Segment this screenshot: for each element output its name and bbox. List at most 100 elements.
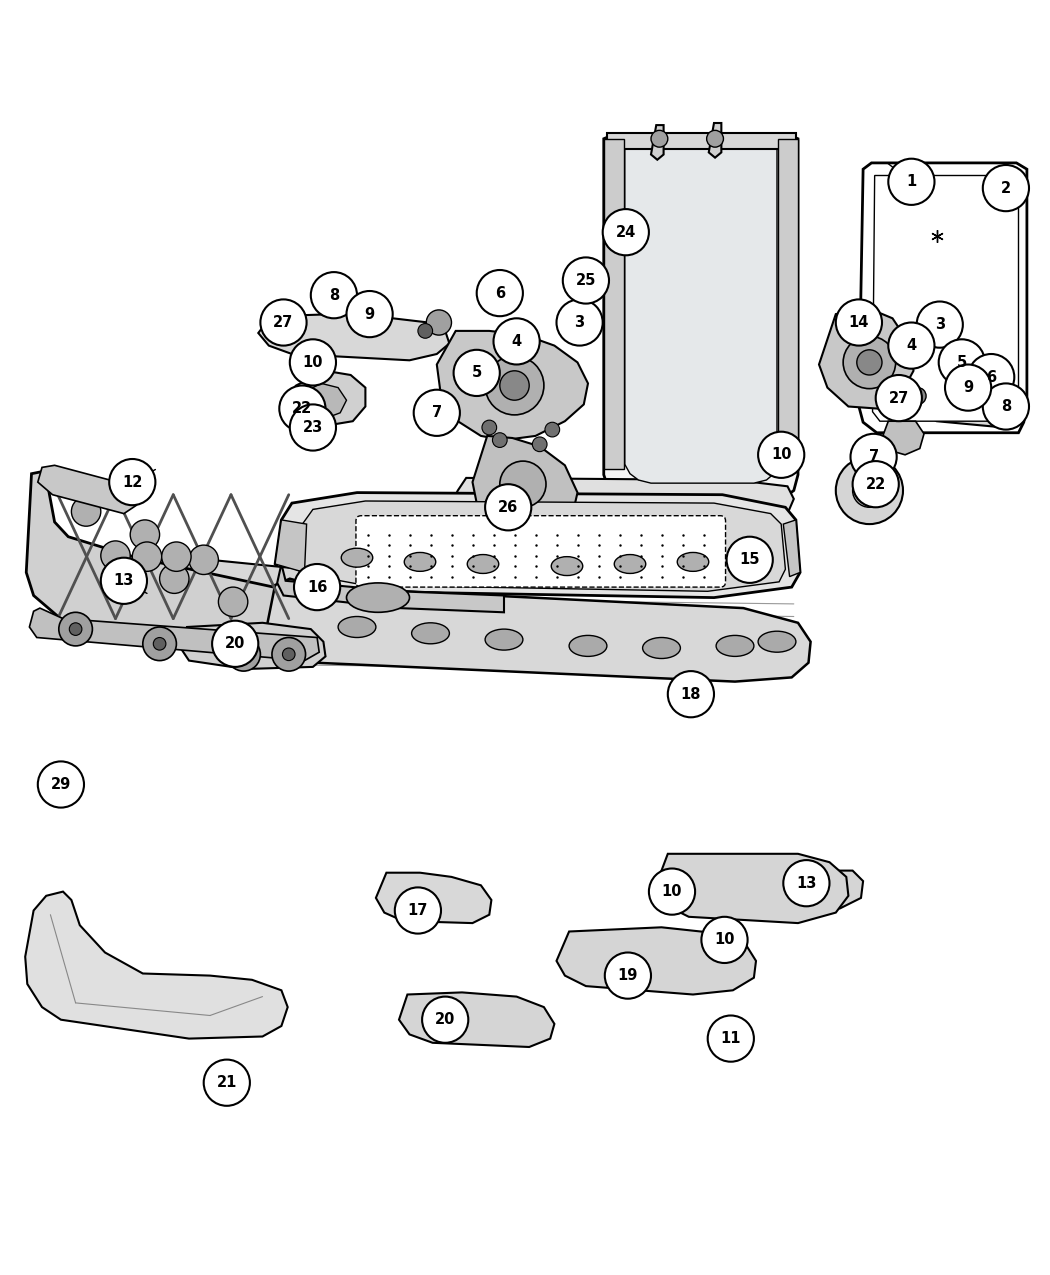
Circle shape: [500, 371, 529, 400]
Text: 21: 21: [216, 1075, 237, 1090]
Circle shape: [758, 432, 804, 478]
Circle shape: [857, 349, 882, 375]
Ellipse shape: [485, 629, 523, 650]
Polygon shape: [604, 139, 624, 469]
Circle shape: [485, 484, 531, 530]
Ellipse shape: [551, 557, 583, 575]
Text: 5: 5: [471, 366, 482, 380]
Ellipse shape: [341, 548, 373, 567]
Text: 27: 27: [273, 315, 294, 330]
Polygon shape: [655, 854, 848, 923]
Polygon shape: [659, 868, 838, 914]
Ellipse shape: [716, 635, 754, 657]
Text: 26: 26: [498, 500, 519, 515]
Text: 15: 15: [739, 552, 760, 567]
Text: 14: 14: [848, 315, 869, 330]
Circle shape: [260, 300, 307, 346]
Ellipse shape: [404, 552, 436, 571]
Circle shape: [556, 300, 603, 346]
Ellipse shape: [412, 622, 449, 644]
Circle shape: [227, 638, 260, 671]
Text: 22: 22: [292, 402, 313, 416]
Text: 10: 10: [714, 932, 735, 947]
Text: 8: 8: [1001, 399, 1011, 414]
Circle shape: [204, 1060, 250, 1105]
Polygon shape: [84, 560, 328, 629]
Text: 5: 5: [957, 354, 967, 370]
Polygon shape: [376, 872, 491, 923]
Ellipse shape: [346, 583, 410, 612]
Circle shape: [888, 158, 934, 205]
Circle shape: [727, 537, 773, 583]
Polygon shape: [298, 501, 785, 592]
Circle shape: [485, 356, 544, 414]
Ellipse shape: [643, 638, 680, 658]
Circle shape: [162, 542, 191, 571]
Circle shape: [853, 462, 899, 507]
Circle shape: [282, 648, 295, 660]
Polygon shape: [281, 371, 365, 427]
Text: 18: 18: [680, 687, 701, 701]
Text: 9: 9: [364, 306, 375, 321]
Polygon shape: [258, 314, 449, 361]
Circle shape: [290, 339, 336, 385]
Circle shape: [357, 296, 374, 312]
Text: 3: 3: [574, 315, 585, 330]
Polygon shape: [604, 134, 798, 504]
Circle shape: [311, 272, 357, 319]
Polygon shape: [26, 472, 323, 650]
Text: 12: 12: [122, 474, 143, 490]
Polygon shape: [859, 163, 1027, 432]
Circle shape: [346, 291, 393, 337]
Circle shape: [279, 385, 326, 432]
Circle shape: [853, 474, 886, 507]
Circle shape: [500, 462, 546, 507]
Polygon shape: [472, 436, 578, 541]
Circle shape: [414, 390, 460, 436]
Circle shape: [101, 541, 130, 570]
Polygon shape: [651, 125, 664, 159]
Polygon shape: [607, 134, 796, 149]
Circle shape: [783, 861, 830, 907]
Circle shape: [264, 321, 282, 340]
Text: 8: 8: [329, 288, 339, 302]
Text: 10: 10: [662, 884, 682, 899]
Circle shape: [707, 130, 723, 147]
Polygon shape: [778, 139, 798, 469]
Text: 13: 13: [113, 574, 134, 588]
Polygon shape: [25, 891, 288, 1039]
Circle shape: [143, 627, 176, 660]
Circle shape: [701, 917, 748, 963]
Circle shape: [494, 319, 540, 365]
Text: 20: 20: [435, 1012, 456, 1028]
Circle shape: [983, 384, 1029, 430]
Circle shape: [532, 437, 547, 451]
Circle shape: [917, 301, 963, 348]
Polygon shape: [819, 307, 914, 408]
Circle shape: [71, 497, 101, 527]
Circle shape: [605, 952, 651, 998]
Text: 7: 7: [432, 405, 442, 421]
Circle shape: [130, 520, 160, 550]
Text: 25: 25: [575, 273, 596, 288]
Polygon shape: [556, 927, 756, 994]
Text: 1: 1: [906, 175, 917, 189]
Circle shape: [272, 638, 306, 671]
Circle shape: [649, 868, 695, 914]
Text: 22: 22: [865, 477, 886, 492]
Circle shape: [945, 365, 991, 411]
Circle shape: [482, 421, 497, 435]
Circle shape: [668, 671, 714, 718]
Ellipse shape: [758, 631, 796, 653]
Text: 23: 23: [302, 419, 323, 435]
Polygon shape: [882, 421, 924, 455]
Polygon shape: [437, 332, 588, 440]
Circle shape: [38, 761, 84, 807]
Circle shape: [968, 354, 1014, 400]
Polygon shape: [452, 478, 794, 520]
Circle shape: [418, 324, 433, 338]
Text: 29: 29: [50, 776, 71, 792]
Circle shape: [454, 349, 500, 397]
Text: 27: 27: [888, 390, 909, 405]
Ellipse shape: [569, 635, 607, 657]
